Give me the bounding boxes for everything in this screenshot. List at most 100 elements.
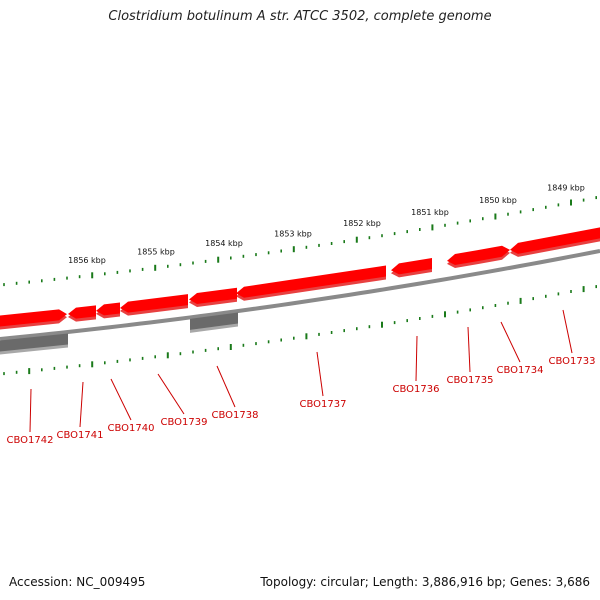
gene-label-cbo1734[interactable]: CBO1734 — [497, 365, 544, 376]
minor-tick — [545, 294, 547, 298]
minor-tick — [368, 236, 371, 240]
minor-tick — [330, 242, 333, 245]
leader-line — [415, 335, 418, 382]
kbp-scale-labels: 1856 kbp 1855 kbp 1854 kbp 1853 kbp 1852 kbp… — [68, 184, 585, 265]
minor-tick — [280, 249, 282, 253]
minor-tick — [557, 203, 560, 207]
major-tick — [381, 321, 383, 328]
leader-line — [79, 381, 84, 428]
minor-tick — [280, 338, 282, 342]
minor-tick — [456, 310, 459, 314]
major-tick — [582, 286, 585, 293]
gene-label-cbo1741[interactable]: CBO1741 — [57, 430, 104, 441]
minor-tick — [343, 240, 345, 244]
minor-tick — [293, 336, 295, 340]
gene-label-cbo1742[interactable]: CBO1742 — [7, 435, 54, 446]
minor-tick — [116, 270, 119, 274]
gene-label-cbo1738[interactable]: CBO1738 — [212, 410, 259, 421]
genome-title: Clostridium botulinum A str. ATCC 3502, … — [108, 9, 492, 24]
major-tick — [305, 333, 308, 340]
gene-label-cbo1736[interactable]: CBO1736 — [393, 384, 440, 395]
major-tick — [444, 311, 446, 318]
kbp-label: 1856 kbp — [68, 256, 106, 265]
kbp-label: 1852 kbp — [343, 219, 381, 228]
gene-cbo1738 — [189, 287, 237, 308]
minor-tick — [204, 348, 207, 352]
major-tick — [91, 361, 94, 368]
minor-tick — [482, 306, 484, 310]
minor-tick — [242, 254, 245, 258]
leader-line — [216, 365, 236, 408]
minor-tick — [469, 308, 471, 312]
leader-line — [500, 321, 521, 363]
minor-tick — [66, 365, 68, 369]
inner-tick-ring — [3, 285, 597, 376]
gene-label-cbo1739[interactable]: CBO1739 — [161, 417, 208, 428]
kbp-label: 1851 kbp — [411, 208, 449, 217]
gene-cbo1736 — [391, 257, 432, 278]
minor-tick — [456, 221, 459, 225]
minor-tick — [41, 368, 43, 372]
minor-tick — [368, 325, 371, 329]
minor-tick — [431, 314, 434, 318]
minor-tick — [545, 205, 547, 209]
leader-line — [157, 373, 185, 415]
major-tick — [494, 213, 497, 220]
genome-backbone — [0, 248, 600, 341]
minor-tick — [129, 269, 131, 273]
major-tick — [154, 264, 157, 271]
minor-tick — [255, 342, 257, 346]
minor-tick — [519, 210, 522, 214]
minor-tick — [305, 245, 308, 249]
minor-tick — [179, 263, 182, 267]
gene-label-cbo1737[interactable]: CBO1737 — [300, 399, 347, 410]
kbp-label: 1849 kbp — [547, 184, 585, 193]
minor-tick — [532, 208, 534, 212]
minor-tick — [3, 283, 5, 287]
gene-cbo1733 — [510, 227, 600, 257]
minor-tick — [104, 361, 106, 365]
gene-cbo1741 — [68, 305, 96, 322]
minor-tick — [15, 281, 18, 285]
minor-tick — [192, 261, 194, 265]
major-tick — [570, 199, 572, 206]
gene-label-cbo1735[interactable]: CBO1735 — [447, 375, 494, 386]
minor-tick — [318, 243, 320, 247]
leader-line — [110, 378, 132, 421]
minor-tick — [242, 343, 245, 347]
major-tick — [28, 368, 31, 375]
kbp-label: 1855 kbp — [137, 248, 175, 257]
gene-cbo1742 — [0, 309, 67, 330]
minor-tick — [104, 272, 106, 276]
gene-track — [0, 227, 600, 355]
minor-tick — [393, 232, 396, 236]
gene-cbo1737 — [236, 265, 386, 301]
gene-cbo1735 — [447, 250, 477, 269]
minor-tick — [167, 264, 169, 268]
minor-tick — [141, 267, 144, 271]
minor-tick — [406, 230, 408, 234]
kbp-label: 1853 kbp — [274, 229, 312, 238]
genome-summary-text: Topology: circular; Length: 3,886,916 bp… — [260, 575, 590, 589]
unlabeled-feature — [190, 312, 238, 333]
major-tick — [355, 236, 358, 243]
minor-tick — [179, 352, 182, 356]
major-tick — [166, 352, 169, 359]
minor-tick — [507, 301, 509, 305]
minor-tick — [53, 366, 56, 370]
outer-tick-ring — [3, 196, 597, 287]
gene-cbo1739 — [120, 294, 188, 316]
minor-tick — [141, 356, 144, 360]
gene-label-cbo1733[interactable]: CBO1733 — [549, 356, 596, 367]
minor-tick — [595, 285, 597, 289]
minor-tick — [28, 280, 30, 284]
minor-tick — [570, 290, 572, 293]
minor-tick — [3, 372, 5, 376]
gene-label-cbo1740[interactable]: CBO1740 — [108, 423, 155, 434]
minor-tick — [318, 332, 320, 336]
major-tick — [292, 246, 295, 253]
minor-tick — [330, 331, 333, 334]
leader-line — [467, 326, 471, 373]
minor-tick — [419, 228, 421, 231]
minor-tick — [393, 321, 396, 325]
